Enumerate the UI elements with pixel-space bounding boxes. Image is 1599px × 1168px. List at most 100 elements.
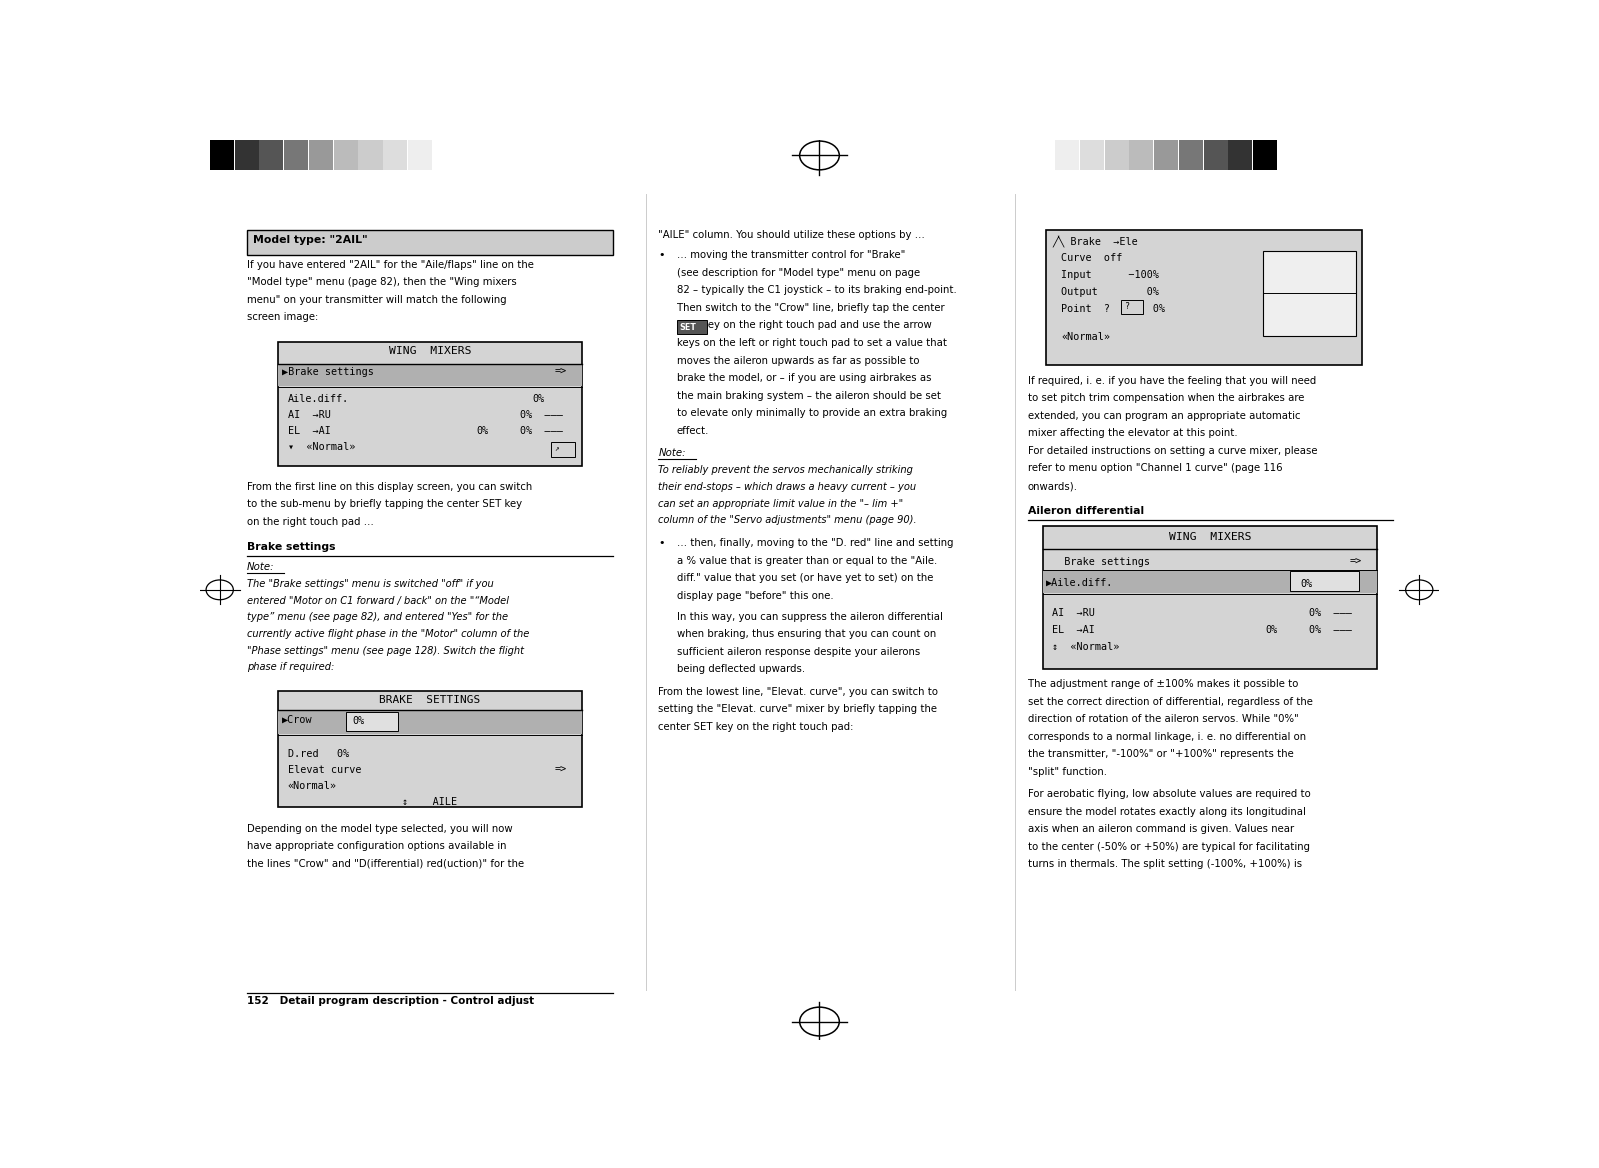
Text: "AILE" column. You should utilize these options by …: "AILE" column. You should utilize these …: [659, 230, 926, 241]
Text: moves the aileron upwards as far as possible to: moves the aileron upwards as far as poss…: [676, 355, 919, 366]
Text: display page "before" this one.: display page "before" this one.: [676, 591, 833, 600]
Text: BRAKE  SETTINGS: BRAKE SETTINGS: [379, 695, 480, 705]
Bar: [1105, 138, 1129, 169]
Text: •: •: [659, 538, 665, 548]
Bar: [259, 138, 283, 169]
Text: axis when an aileron command is given. Values near: axis when an aileron command is given. V…: [1028, 825, 1294, 834]
Bar: [1030, 138, 1054, 169]
Bar: [278, 364, 582, 385]
Text: Point  ?       0%: Point ? 0%: [1062, 304, 1166, 314]
Text: The adjustment range of ±100% makes it possible to: The adjustment range of ±100% makes it p…: [1028, 680, 1298, 689]
Text: Aileron differential: Aileron differential: [1028, 506, 1143, 516]
Text: type” menu (see page 82), and entered "Yes" for the: type” menu (see page 82), and entered "Y…: [246, 612, 508, 623]
Text: Then switch to the "Crow" line, briefly tap the center: Then switch to the "Crow" line, briefly …: [676, 303, 945, 313]
Text: "split" function.: "split" function.: [1028, 767, 1107, 777]
Text: (see description for "Model type" menu on page: (see description for "Model type" menu o…: [676, 267, 919, 278]
Text: the transmitter, "-100%" or "+100%" represents the: the transmitter, "-100%" or "+100%" repr…: [1028, 750, 1294, 759]
Text: =>: =>: [1350, 557, 1362, 566]
Bar: [358, 138, 382, 169]
Text: ▾  «Normal»: ▾ «Normal»: [288, 443, 355, 452]
Text: 0%: 0%: [532, 394, 544, 404]
Text: SET  key on the right touch pad and use the arrow: SET key on the right touch pad and use t…: [676, 320, 932, 331]
Text: column of the "Servo adjustments" menu (page 90).: column of the "Servo adjustments" menu (…: [659, 515, 916, 526]
Bar: [1055, 138, 1079, 169]
Text: direction of rotation of the aileron servos. While "0%": direction of rotation of the aileron ser…: [1028, 715, 1298, 724]
Text: on the right touch pad …: on the right touch pad …: [246, 517, 374, 527]
Text: 0%: 0%: [1300, 578, 1313, 589]
Text: «Normal»: «Normal»: [288, 780, 337, 791]
Text: 0%  ———: 0% ———: [1310, 609, 1351, 618]
Bar: [1263, 251, 1356, 336]
Bar: [334, 138, 358, 169]
Text: SET: SET: [680, 324, 696, 332]
Text: •: •: [659, 250, 665, 260]
Text: ╱╲ Brake  →Ele: ╱╲ Brake →Ele: [1052, 236, 1138, 248]
Text: 0%: 0%: [1266, 625, 1278, 635]
Bar: [676, 320, 707, 334]
Text: In this way, you can suppress the aileron differential: In this way, you can suppress the ailero…: [676, 612, 943, 621]
Text: Curve  off: Curve off: [1062, 252, 1122, 263]
Text: If you have entered "2AIL" for the "Aile/flaps" line on the: If you have entered "2AIL" for the "Aile…: [246, 259, 534, 270]
Bar: [278, 710, 582, 734]
Text: menu" on your transmitter will match the following: menu" on your transmitter will match the…: [246, 294, 507, 305]
Text: For aerobatic flying, low absolute values are required to: For aerobatic flying, low absolute value…: [1028, 790, 1311, 799]
Text: ↗: ↗: [555, 444, 560, 453]
Bar: [1254, 138, 1278, 169]
Text: 82 – typically the C1 joystick – to its braking end-point.: 82 – typically the C1 joystick – to its …: [676, 285, 956, 296]
Text: EL  →AI: EL →AI: [288, 426, 331, 436]
Bar: [278, 341, 582, 466]
Text: set the correct direction of differential, regardless of the: set the correct direction of differentia…: [1028, 697, 1313, 707]
Text: currently active flight phase in the "Motor" column of the: currently active flight phase in the "Mo…: [246, 628, 529, 639]
Text: effect.: effect.: [676, 425, 710, 436]
Text: WING  MIXERS: WING MIXERS: [1169, 531, 1250, 542]
Text: AI  →RU: AI →RU: [1052, 609, 1095, 618]
Text: setting the "Elevat. curve" mixer by briefly tapping the: setting the "Elevat. curve" mixer by bri…: [659, 704, 937, 714]
Bar: [1079, 138, 1103, 169]
Text: corresponds to a normal linkage, i. e. no differential on: corresponds to a normal linkage, i. e. n…: [1028, 732, 1306, 742]
Text: being deflected upwards.: being deflected upwards.: [676, 665, 806, 674]
Text: can set an appropriate limit value in the "– lim +": can set an appropriate limit value in th…: [659, 499, 903, 508]
Text: =>: =>: [555, 367, 566, 377]
Text: 0%  ———: 0% ———: [520, 410, 563, 420]
Text: ▶Aile.diff.: ▶Aile.diff.: [1046, 578, 1113, 588]
Text: screen image:: screen image:: [246, 312, 318, 322]
Text: when braking, thus ensuring that you can count on: when braking, thus ensuring that you can…: [676, 630, 937, 639]
Text: Depending on the model type selected, you will now: Depending on the model type selected, yo…: [246, 823, 513, 834]
Bar: [433, 138, 457, 169]
Text: 0%  ———: 0% ———: [520, 426, 563, 436]
Bar: [246, 230, 612, 256]
Text: From the first line on this display screen, you can switch: From the first line on this display scre…: [246, 482, 532, 492]
Text: ↕  «Normal»: ↕ «Normal»: [1052, 641, 1119, 652]
Bar: [408, 138, 432, 169]
Bar: [1204, 138, 1228, 169]
Text: AI  →RU: AI →RU: [288, 410, 331, 420]
Text: their end-stops – which draws a heavy current – you: their end-stops – which draws a heavy cu…: [659, 482, 916, 492]
Text: Brake settings: Brake settings: [246, 542, 336, 551]
Text: Note:: Note:: [246, 562, 275, 571]
Bar: [550, 443, 576, 457]
Text: 152   Detail program description - Control adjust: 152 Detail program description - Control…: [246, 996, 534, 1007]
Text: 0%  ———: 0% ———: [1310, 625, 1351, 635]
Text: have appropriate configuration options available in: have appropriate configuration options a…: [246, 841, 507, 851]
Text: brake the model, or – if you are using airbrakes as: brake the model, or – if you are using a…: [676, 373, 932, 383]
Text: «Normal»: «Normal»: [1062, 332, 1110, 342]
Text: the main braking system – the aileron should be set: the main braking system – the aileron sh…: [676, 390, 940, 401]
Text: The "Brake settings" menu is switched "off" if you: The "Brake settings" menu is switched "o…: [246, 579, 494, 589]
Bar: [1154, 138, 1178, 169]
Bar: [1178, 138, 1202, 169]
Bar: [345, 712, 398, 731]
Text: onwards).: onwards).: [1028, 481, 1078, 491]
Text: center SET key on the right touch pad:: center SET key on the right touch pad:: [659, 722, 854, 731]
Bar: [1129, 138, 1153, 169]
Text: WING  MIXERS: WING MIXERS: [389, 346, 472, 356]
Bar: [1046, 230, 1362, 364]
Text: turns in thermals. The split setting (-100%, +100%) is: turns in thermals. The split setting (-1…: [1028, 860, 1302, 869]
Text: =>: =>: [555, 765, 566, 776]
Text: To reliably prevent the servos mechanically striking: To reliably prevent the servos mechanica…: [659, 465, 913, 475]
Text: 0%: 0%: [477, 426, 488, 436]
Text: ?: ?: [1124, 303, 1129, 311]
Text: ↕    AILE: ↕ AILE: [403, 797, 457, 807]
Text: to set pitch trim compensation when the airbrakes are: to set pitch trim compensation when the …: [1028, 394, 1305, 403]
Text: … then, finally, moving to the "D. red" line and setting: … then, finally, moving to the "D. red" …: [676, 538, 953, 548]
Text: entered "Motor on C1 forward / back" on the "“Model: entered "Motor on C1 forward / back" on …: [246, 596, 508, 606]
